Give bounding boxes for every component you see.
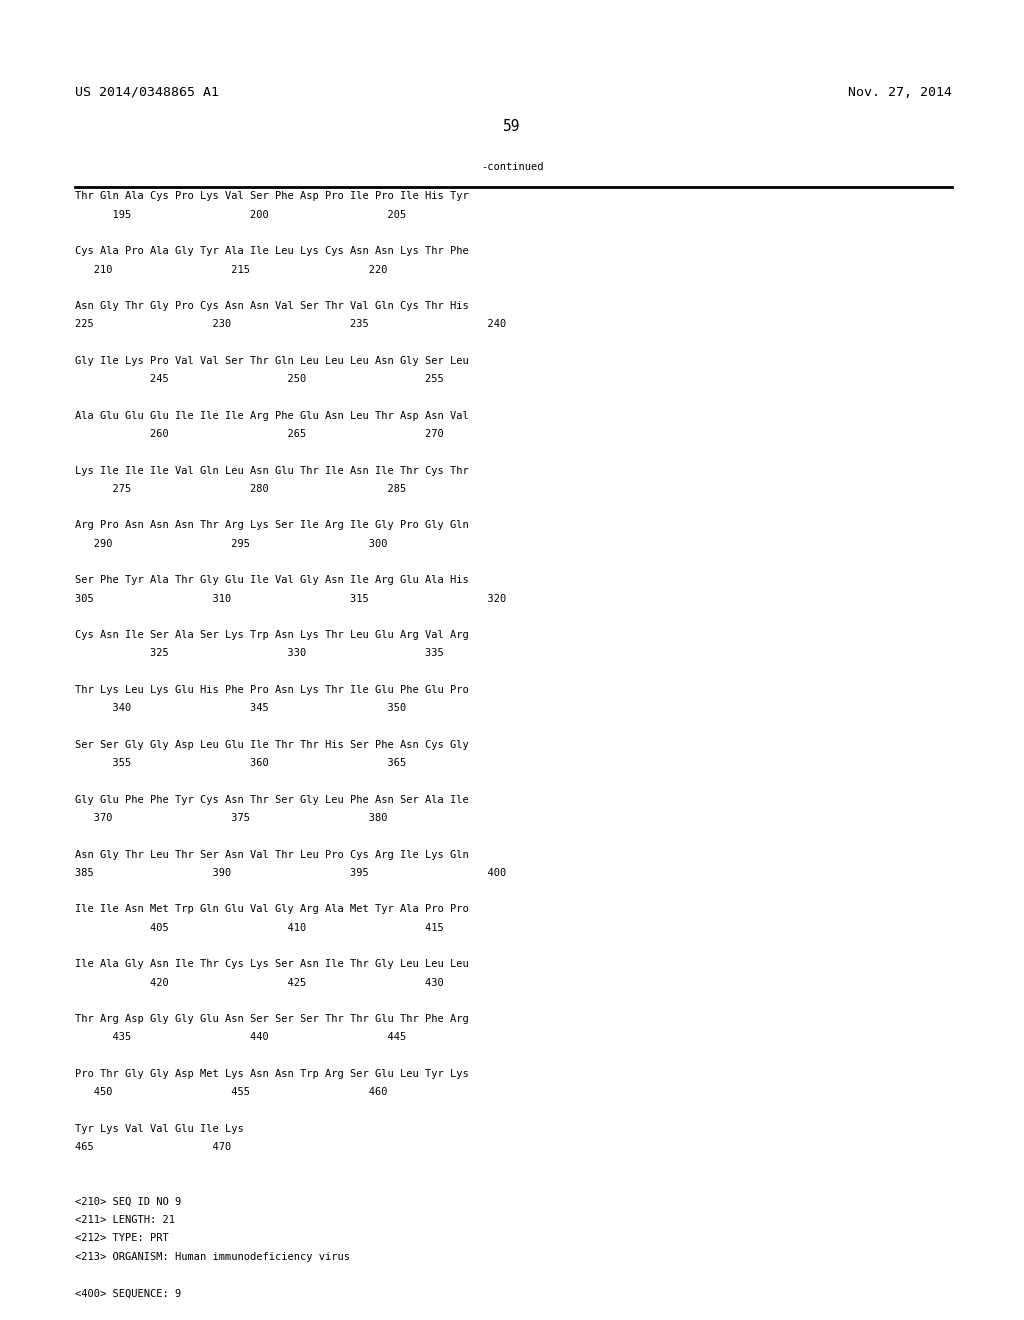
Text: 435                   440                   445: 435 440 445 [75, 1032, 406, 1043]
Text: Thr Gln Ala Cys Pro Lys Val Ser Phe Asp Pro Ile Pro Ile His Tyr: Thr Gln Ala Cys Pro Lys Val Ser Phe Asp … [75, 191, 469, 202]
Text: 370                   375                   380: 370 375 380 [75, 813, 387, 822]
Text: 420                   425                   430: 420 425 430 [75, 978, 443, 987]
Text: <211> LENGTH: 21: <211> LENGTH: 21 [75, 1216, 175, 1225]
Text: Cys Asn Ile Ser Ala Ser Lys Trp Asn Lys Thr Leu Glu Arg Val Arg: Cys Asn Ile Ser Ala Ser Lys Trp Asn Lys … [75, 630, 469, 640]
Text: 275                   280                   285: 275 280 285 [75, 484, 406, 494]
Text: 260                   265                   270: 260 265 270 [75, 429, 443, 440]
Text: Thr Arg Asp Gly Gly Glu Asn Ser Ser Ser Thr Thr Glu Thr Phe Arg: Thr Arg Asp Gly Gly Glu Asn Ser Ser Ser … [75, 1014, 469, 1024]
Text: Asn Gly Thr Gly Pro Cys Asn Asn Val Ser Thr Val Gln Cys Thr His: Asn Gly Thr Gly Pro Cys Asn Asn Val Ser … [75, 301, 469, 312]
Text: Ala Glu Glu Glu Ile Ile Ile Arg Phe Glu Asn Leu Thr Asp Asn Val: Ala Glu Glu Glu Ile Ile Ile Arg Phe Glu … [75, 411, 469, 421]
Text: Arg Pro Asn Asn Asn Thr Arg Lys Ser Ile Arg Ile Gly Pro Gly Gln: Arg Pro Asn Asn Asn Thr Arg Lys Ser Ile … [75, 520, 469, 531]
Text: 210                   215                   220: 210 215 220 [75, 264, 387, 275]
Text: 385                   390                   395                   400: 385 390 395 400 [75, 867, 506, 878]
Text: Pro Thr Gly Gly Asp Met Lys Asn Asn Trp Arg Ser Glu Leu Tyr Lys: Pro Thr Gly Gly Asp Met Lys Asn Asn Trp … [75, 1069, 469, 1078]
Text: 450                   455                   460: 450 455 460 [75, 1088, 387, 1097]
Text: Gly Ile Lys Pro Val Val Ser Thr Gln Leu Leu Leu Asn Gly Ser Leu: Gly Ile Lys Pro Val Val Ser Thr Gln Leu … [75, 356, 469, 366]
Text: Tyr Lys Val Val Glu Ile Lys: Tyr Lys Val Val Glu Ile Lys [75, 1123, 244, 1134]
Text: 59: 59 [503, 119, 521, 133]
Text: 195                   200                   205: 195 200 205 [75, 210, 406, 219]
Text: Lys Ile Ile Ile Val Gln Leu Asn Glu Thr Ile Asn Ile Thr Cys Thr: Lys Ile Ile Ile Val Gln Leu Asn Glu Thr … [75, 466, 469, 475]
Text: Ser Ser Gly Gly Asp Leu Glu Ile Thr Thr His Ser Phe Asn Cys Gly: Ser Ser Gly Gly Asp Leu Glu Ile Thr Thr … [75, 739, 469, 750]
Text: Ile Ala Gly Asn Ile Thr Cys Lys Ser Asn Ile Thr Gly Leu Leu Leu: Ile Ala Gly Asn Ile Thr Cys Lys Ser Asn … [75, 960, 469, 969]
Text: -continued: -continued [480, 161, 544, 172]
Text: <212> TYPE: PRT: <212> TYPE: PRT [75, 1233, 169, 1243]
Text: Thr Lys Leu Lys Glu His Phe Pro Asn Lys Thr Ile Glu Phe Glu Pro: Thr Lys Leu Lys Glu His Phe Pro Asn Lys … [75, 685, 469, 696]
Text: 405                   410                   415: 405 410 415 [75, 923, 443, 933]
Text: 225                   230                   235                   240: 225 230 235 240 [75, 319, 506, 330]
Text: 290                   295                   300: 290 295 300 [75, 539, 387, 549]
Text: <400> SEQUENCE: 9: <400> SEQUENCE: 9 [75, 1288, 181, 1299]
Text: 340                   345                   350: 340 345 350 [75, 704, 406, 713]
Text: Nov. 27, 2014: Nov. 27, 2014 [848, 86, 952, 99]
Text: Ile Ile Asn Met Trp Gln Glu Val Gly Arg Ala Met Tyr Ala Pro Pro: Ile Ile Asn Met Trp Gln Glu Val Gly Arg … [75, 904, 469, 915]
Text: 355                   360                   365: 355 360 365 [75, 758, 406, 768]
Text: Ser Phe Tyr Ala Thr Gly Glu Ile Val Gly Asn Ile Arg Glu Ala His: Ser Phe Tyr Ala Thr Gly Glu Ile Val Gly … [75, 576, 469, 585]
Text: 305                   310                   315                   320: 305 310 315 320 [75, 594, 506, 603]
Text: Cys Ala Pro Ala Gly Tyr Ala Ile Leu Lys Cys Asn Asn Lys Thr Phe: Cys Ala Pro Ala Gly Tyr Ala Ile Leu Lys … [75, 247, 469, 256]
Text: US 2014/0348865 A1: US 2014/0348865 A1 [75, 86, 219, 99]
Text: Gly Glu Phe Phe Tyr Cys Asn Thr Ser Gly Leu Phe Asn Ser Ala Ile: Gly Glu Phe Phe Tyr Cys Asn Thr Ser Gly … [75, 795, 469, 805]
Text: 325                   330                   335: 325 330 335 [75, 648, 443, 659]
Text: <213> ORGANISM: Human immunodeficiency virus: <213> ORGANISM: Human immunodeficiency v… [75, 1251, 350, 1262]
Text: 465                   470: 465 470 [75, 1142, 231, 1152]
Text: 245                   250                   255: 245 250 255 [75, 375, 443, 384]
Text: Asn Gly Thr Leu Thr Ser Asn Val Thr Leu Pro Cys Arg Ile Lys Gln: Asn Gly Thr Leu Thr Ser Asn Val Thr Leu … [75, 850, 469, 859]
Text: <210> SEQ ID NO 9: <210> SEQ ID NO 9 [75, 1197, 181, 1206]
